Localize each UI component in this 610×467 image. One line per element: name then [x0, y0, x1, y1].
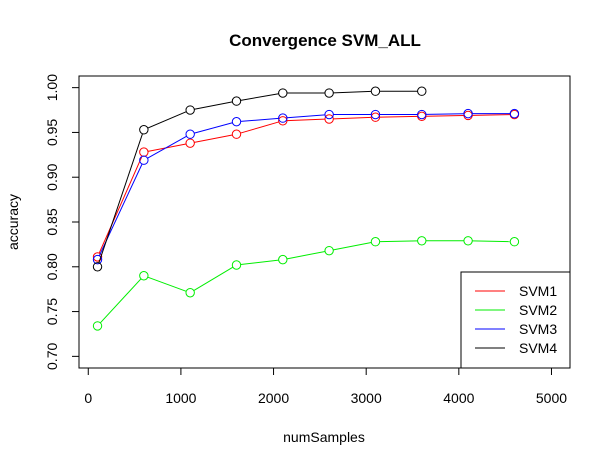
series-segment [472, 240, 511, 243]
series-segment [240, 117, 279, 122]
legend-label: SVM3 [519, 321, 557, 337]
data-point [417, 236, 427, 246]
series-segment [286, 250, 326, 260]
series-svm3 [92, 108, 520, 265]
data-point [278, 88, 288, 98]
series-layer [92, 86, 520, 331]
series-segment [286, 118, 325, 122]
data-point [417, 109, 427, 120]
y-tick-label: 1.00 [44, 74, 60, 101]
x-axis-label: numSamples [283, 429, 365, 445]
data-point [139, 155, 149, 165]
y-tick-label: 0.90 [44, 163, 60, 190]
data-point [92, 254, 103, 265]
y-tick-label: 0.70 [44, 343, 60, 370]
series-segment [379, 115, 418, 118]
data-point [324, 114, 334, 124]
data-point [185, 288, 195, 298]
series-segment [240, 259, 279, 266]
data-point [139, 147, 149, 157]
data-point [231, 116, 242, 127]
series-segment [147, 135, 187, 159]
x-tick-label: 1000 [165, 390, 196, 406]
series-segment [333, 90, 372, 94]
data-point [278, 254, 288, 265]
data-point [417, 111, 427, 122]
y-tick-label: 0.85 [44, 208, 60, 235]
series-segment [147, 111, 187, 129]
legend-label: SVM2 [519, 302, 557, 318]
series-segment [240, 121, 279, 134]
data-point [231, 129, 242, 139]
x-tick-label: 0 [84, 390, 92, 406]
series-svm1 [92, 109, 520, 262]
data-point [92, 262, 103, 272]
series-segment [472, 114, 511, 116]
data-point [185, 138, 195, 148]
legend: SVM1 SVM2 SVM3 SVM4 [460, 271, 571, 369]
data-point [324, 88, 334, 98]
data-point [324, 245, 334, 256]
y-tick-label: 0.75 [44, 298, 60, 325]
legend-label: SVM4 [519, 340, 557, 356]
data-point [231, 260, 242, 270]
data-point [370, 112, 381, 122]
y-tick-label: 0.95 [44, 119, 60, 146]
data-point [139, 271, 149, 281]
data-point [509, 237, 520, 247]
data-point [185, 105, 195, 115]
series-segment [98, 133, 143, 263]
series-segment [333, 242, 372, 251]
x-tick-label: 3000 [351, 390, 382, 406]
series-segment [147, 276, 187, 292]
series-segment [425, 113, 464, 115]
series-svm2 [92, 236, 520, 331]
legend-box [460, 271, 571, 369]
y-axis-label: accuracy [5, 194, 21, 250]
y-tick-label: 0.80 [44, 253, 60, 280]
data-point [370, 86, 381, 96]
data-point [139, 125, 149, 135]
data-point [92, 321, 103, 331]
x-tick-label: 4000 [443, 390, 474, 406]
data-point [370, 237, 381, 247]
legend-label: SVM1 [519, 283, 557, 299]
data-point [278, 113, 288, 123]
x-tick-label: 2000 [258, 390, 289, 406]
x-axis: 0 1000 2000 3000 4000 5000 [84, 367, 567, 406]
data-point [231, 96, 242, 106]
series-segment [333, 116, 372, 120]
data-point [463, 236, 473, 246]
series-segment [98, 155, 143, 254]
series-segment [286, 114, 325, 119]
series-segment [240, 93, 279, 101]
chart-title: Convergence SVM_ALL [229, 31, 421, 50]
data-point [463, 108, 473, 119]
series-segment [425, 114, 464, 117]
data-point [185, 129, 195, 139]
series-segment [194, 134, 233, 143]
series-segment [194, 101, 233, 110]
series-segment [193, 266, 234, 292]
x-tick-label: 5000 [536, 390, 567, 406]
data-point [324, 109, 334, 120]
data-point [417, 86, 427, 96]
y-axis: 0.70 0.75 0.80 0.85 0.90 0.95 1.00 [44, 74, 80, 370]
data-point [370, 109, 381, 120]
data-point [278, 116, 288, 126]
series-segment [194, 122, 233, 134]
series-segment [379, 240, 418, 243]
data-point [463, 110, 473, 121]
series-segment [100, 278, 142, 324]
series-svm4 [92, 86, 427, 272]
data-point [92, 252, 103, 262]
data-point [509, 108, 520, 119]
